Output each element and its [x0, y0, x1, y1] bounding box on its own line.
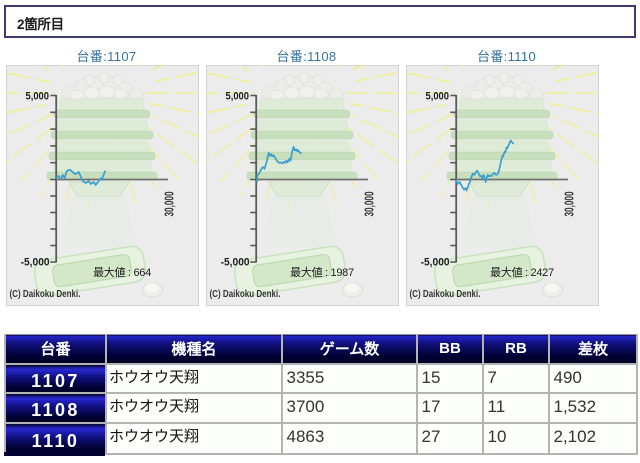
- svg-text:最大値 : 2427: 最大値 : 2427: [490, 265, 554, 279]
- svg-text:最大値 : 664: 最大値 : 664: [93, 265, 151, 279]
- svg-text:最大値 : 1987: 最大値 : 1987: [290, 265, 354, 279]
